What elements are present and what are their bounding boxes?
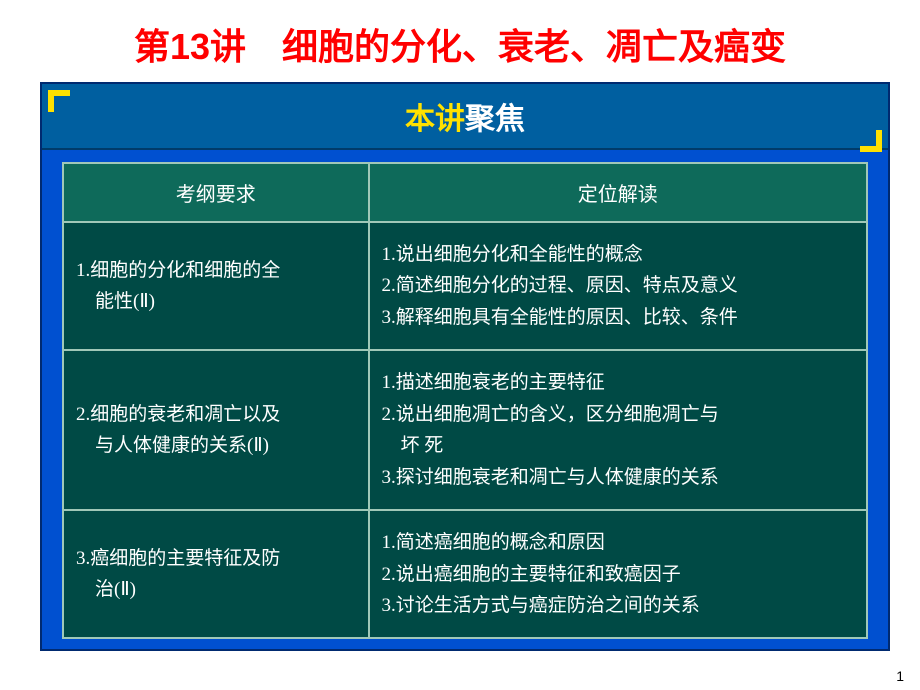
table-header-row: 考纲要求 定位解读: [63, 163, 867, 222]
text-line: 1.说出细胞分化和全能性的概念: [382, 239, 856, 270]
text-line: 治(Ⅱ): [76, 574, 358, 605]
text-line: 坏 死: [382, 430, 856, 461]
corner-decoration-br: [860, 130, 882, 152]
text-line: 3.讨论生活方式与癌症防治之间的关系: [382, 590, 856, 621]
page-title: 第13讲 细胞的分化、衰老、凋亡及癌变: [0, 0, 920, 82]
page-number: 1: [896, 668, 904, 684]
cell-req-3: 3.癌细胞的主要特征及防 治(Ⅱ): [63, 510, 369, 638]
header-right: 定位解读: [369, 163, 867, 222]
corner-decoration-tl: [48, 90, 70, 112]
text-line: 2.说出癌细胞的主要特征和致癌因子: [382, 559, 856, 590]
text-line: 3.癌细胞的主要特征及防: [76, 543, 358, 574]
content-frame: 本讲聚焦 考纲要求 定位解读 1.细胞的分化和细胞的全: [40, 82, 890, 651]
text-line: 2.细胞的衰老和凋亡以及: [76, 399, 358, 430]
text-line: 3.解释细胞具有全能性的原因、比较、条件: [382, 302, 856, 333]
focus-text-a: 本讲: [405, 103, 465, 136]
text-line: 1.描述细胞衰老的主要特征: [382, 367, 856, 398]
cell-req-1: 1.细胞的分化和细胞的全 能性(Ⅱ): [63, 222, 369, 350]
text-line: 能性(Ⅱ): [76, 286, 358, 317]
table-row: 1.细胞的分化和细胞的全 能性(Ⅱ) 1.说出细胞分化和全能性的概念 2.简述细…: [63, 222, 867, 350]
table-row: 2.细胞的衰老和凋亡以及 与人体健康的关系(Ⅱ) 1.描述细胞衰老的主要特征 2…: [63, 350, 867, 510]
text-line: 1.细胞的分化和细胞的全: [76, 255, 358, 286]
text-line: 2.说出细胞凋亡的含义，区分细胞凋亡与: [382, 399, 856, 430]
table-wrap: 考纲要求 定位解读 1.细胞的分化和细胞的全 能性(Ⅱ) 1.说出细胞分化和全能…: [62, 162, 868, 639]
table-row: 3.癌细胞的主要特征及防 治(Ⅱ) 1.简述癌细胞的概念和原因 2.说出癌细胞的…: [63, 510, 867, 638]
cell-detail-2: 1.描述细胞衰老的主要特征 2.说出细胞凋亡的含义，区分细胞凋亡与 坏 死 3.…: [369, 350, 867, 510]
text-line: 2.简述细胞分化的过程、原因、特点及意义: [382, 270, 856, 301]
cell-req-2: 2.细胞的衰老和凋亡以及 与人体健康的关系(Ⅱ): [63, 350, 369, 510]
text-line: 与人体健康的关系(Ⅱ): [76, 430, 358, 461]
header-left: 考纲要求: [63, 163, 369, 222]
text-line: 1.简述癌细胞的概念和原因: [382, 527, 856, 558]
focus-title: 本讲聚焦: [405, 94, 525, 138]
cell-detail-1: 1.说出细胞分化和全能性的概念 2.简述细胞分化的过程、原因、特点及意义 3.解…: [369, 222, 867, 350]
focus-text-b: 聚焦: [465, 103, 525, 136]
focus-bar: 本讲聚焦: [42, 84, 888, 150]
syllabus-table: 考纲要求 定位解读 1.细胞的分化和细胞的全 能性(Ⅱ) 1.说出细胞分化和全能…: [62, 162, 868, 639]
cell-detail-3: 1.简述癌细胞的概念和原因 2.说出癌细胞的主要特征和致癌因子 3.讨论生活方式…: [369, 510, 867, 638]
text-line: 3.探讨细胞衰老和凋亡与人体健康的关系: [382, 462, 856, 493]
